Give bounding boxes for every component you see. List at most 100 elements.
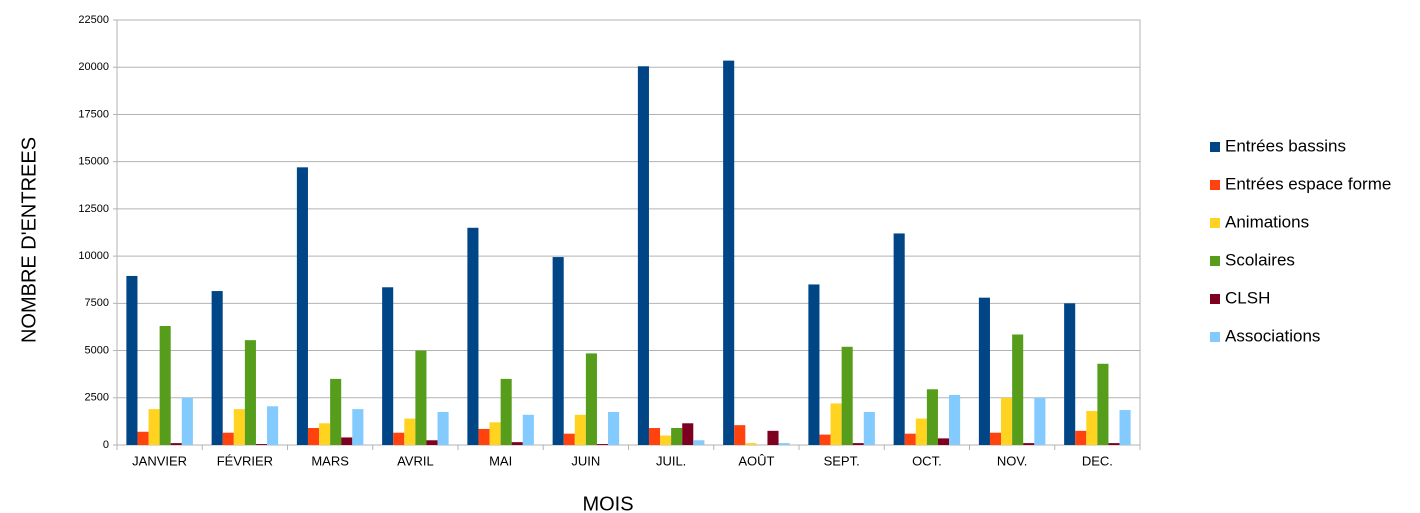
bar (137, 431, 149, 445)
bar (415, 350, 427, 445)
bar (330, 378, 342, 445)
bar (255, 444, 268, 445)
y-tick-label: 15000 (78, 156, 109, 168)
bar (648, 428, 661, 445)
bar (660, 435, 672, 445)
bar (904, 433, 916, 445)
y-tick-label: 7500 (85, 297, 109, 309)
bar (341, 437, 353, 445)
bar (511, 442, 523, 445)
bar (1086, 411, 1098, 445)
bar (637, 66, 649, 446)
bar (1064, 303, 1076, 445)
bar (852, 443, 864, 445)
bar (819, 434, 831, 445)
legend-swatch (1210, 294, 1220, 304)
x-tick-label: DEC. (1082, 453, 1113, 468)
bar (522, 414, 534, 445)
bar (830, 403, 842, 445)
bar (126, 275, 138, 445)
x-tick-label: NOV. (997, 453, 1028, 468)
bar (949, 394, 961, 445)
x-tick-label: JUIN (571, 453, 600, 468)
legend-label: Associations (1225, 326, 1320, 345)
bar (307, 428, 320, 445)
x-axis-title: MOIS (582, 493, 633, 513)
bar (500, 378, 512, 445)
bar (1119, 410, 1131, 445)
legend-swatch (1210, 180, 1220, 190)
legend-label: Entrées espace forme (1225, 174, 1391, 193)
bar (233, 409, 245, 445)
bar (915, 418, 927, 445)
bar (893, 233, 905, 445)
bar (682, 423, 694, 445)
bar (596, 444, 609, 445)
bar (693, 440, 705, 445)
x-tick-label: JUIL. (656, 453, 686, 468)
legend-label: Entrées bassins (1225, 136, 1346, 155)
bar (978, 297, 990, 445)
bar (926, 389, 938, 445)
bar (585, 353, 597, 445)
bar (671, 428, 683, 445)
bar (170, 443, 182, 445)
bar (148, 409, 160, 445)
bar (863, 411, 875, 445)
bar (437, 411, 449, 445)
x-tick-label: FÉVRIER (217, 453, 273, 468)
bar (734, 425, 746, 445)
bar (1097, 363, 1109, 445)
bar (319, 423, 331, 445)
y-tick-label: 20000 (78, 61, 109, 73)
y-tick-label: 22500 (78, 14, 109, 26)
bar (489, 422, 501, 445)
legend-label: CLSH (1225, 288, 1270, 307)
bar (778, 443, 790, 445)
bar (608, 411, 620, 445)
bar (478, 428, 490, 445)
bar (426, 440, 438, 445)
bar (1108, 443, 1120, 445)
bar (467, 227, 479, 445)
bar (181, 397, 193, 445)
y-tick-label: 12500 (78, 203, 109, 215)
bar (352, 409, 364, 445)
bar (767, 430, 779, 445)
bar (222, 432, 234, 445)
bar (574, 414, 586, 445)
legend-swatch (1210, 218, 1220, 228)
bar (1023, 443, 1035, 445)
bar (382, 287, 394, 445)
bar (989, 432, 1002, 445)
legend-swatch (1210, 142, 1220, 152)
bar (841, 346, 853, 445)
x-tick-label: MARS (311, 453, 349, 468)
y-tick-label: 10000 (78, 250, 109, 262)
x-tick-label: SEPT. (824, 453, 860, 468)
bar (404, 418, 416, 445)
bar (1075, 430, 1087, 445)
legend-label: Scolaires (1225, 250, 1295, 269)
bar (723, 60, 735, 445)
bar (937, 438, 950, 445)
bar (1001, 397, 1013, 445)
bar (296, 167, 308, 446)
bar (244, 340, 256, 445)
legend-swatch (1210, 256, 1220, 266)
bar (808, 284, 820, 445)
legend-label: Animations (1225, 212, 1309, 231)
y-tick-label: 5000 (85, 344, 109, 356)
bar (211, 291, 223, 445)
y-tick-label: 2500 (85, 392, 109, 404)
bar (563, 433, 575, 445)
legend-swatch (1210, 332, 1220, 342)
x-tick-label: MAI (489, 453, 512, 468)
bar (159, 326, 171, 445)
bar (393, 432, 405, 445)
x-tick-label: JANVIER (132, 453, 187, 468)
y-tick-label: 17500 (78, 108, 109, 120)
y-axis-title: NOMBRE D'ENTREES (18, 137, 40, 343)
y-tick-label: 0 (103, 439, 109, 451)
bar (267, 406, 279, 445)
